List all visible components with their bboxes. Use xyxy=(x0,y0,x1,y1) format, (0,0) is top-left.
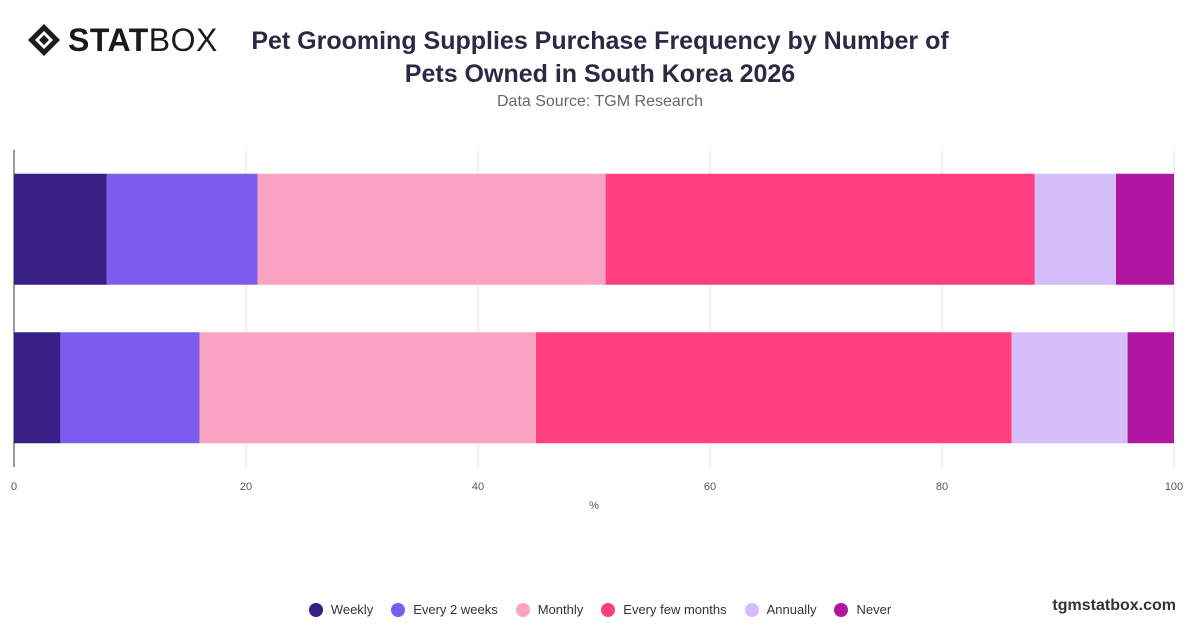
statbox-diamond-icon xyxy=(28,24,60,56)
legend-label: Monthly xyxy=(537,602,584,617)
brand-name-bold: STAT xyxy=(68,22,149,58)
brand-name: STATBOX xyxy=(68,22,218,58)
legend-item[interactable]: Every few months xyxy=(601,602,727,617)
legend-swatch xyxy=(744,602,759,617)
bar-segment[interactable] xyxy=(199,332,536,444)
legend-label: Annually xyxy=(766,602,817,617)
legend-swatch xyxy=(391,602,406,617)
chart-legend: Weekly Every 2 weeks Monthly Every few mont… xyxy=(0,602,1200,617)
x-axis-label: % xyxy=(589,500,599,512)
legend-swatch xyxy=(515,602,530,617)
legend-item[interactable]: Weekly xyxy=(308,602,374,617)
bar-segment[interactable] xyxy=(536,332,1012,444)
legend-item[interactable]: Every 2 weeks xyxy=(391,602,498,617)
legend-label: Never xyxy=(856,602,892,617)
x-tick-label: 0 xyxy=(11,481,17,493)
legend-swatch xyxy=(834,602,849,617)
legend-item[interactable]: Annually xyxy=(744,602,817,617)
x-tick-label: 80 xyxy=(936,481,948,493)
bar-segment[interactable] xyxy=(1034,173,1116,285)
legend-item[interactable]: Monthly xyxy=(515,602,584,617)
legend-label: Every 2 weeks xyxy=(413,602,498,617)
chart-title: Pet Grooming Supplies Purchase Frequency… xyxy=(251,27,949,88)
bar-segment[interactable] xyxy=(257,173,606,285)
legend-item[interactable]: Never xyxy=(834,602,891,617)
bar-segment[interactable] xyxy=(14,332,61,444)
bar-segment[interactable] xyxy=(60,332,200,444)
bar-segment[interactable] xyxy=(106,173,258,285)
chart-subtitle: Data Source: TGM Research xyxy=(496,93,703,110)
x-tick-label: 40 xyxy=(472,481,484,493)
legend-label: Weekly xyxy=(330,602,374,617)
bar-segment[interactable] xyxy=(1116,173,1174,285)
x-tick-label: 100 xyxy=(1165,481,1183,493)
legend-label: Every few months xyxy=(623,602,727,617)
bar-segment[interactable] xyxy=(14,173,107,285)
legend-swatch xyxy=(308,602,323,617)
brand-name-light: BOX xyxy=(148,22,218,58)
x-tick-label: 60 xyxy=(704,481,716,493)
bar-segment[interactable] xyxy=(1011,332,1128,444)
footer-site: tgmstatbox.com xyxy=(1052,597,1176,614)
legend-swatch xyxy=(601,602,616,617)
brand-logo: STATBOX xyxy=(26,22,218,58)
bar-segment[interactable] xyxy=(1127,332,1174,444)
x-tick-label: 20 xyxy=(240,481,252,493)
bar-segment[interactable] xyxy=(605,173,1035,285)
